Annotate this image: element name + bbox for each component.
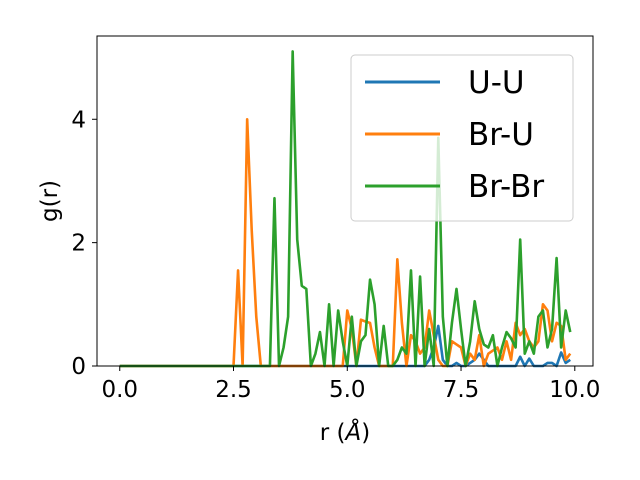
x-tick-label: 2.5 bbox=[215, 377, 252, 403]
legend-label-br-br: Br-Br bbox=[468, 169, 544, 205]
legend-label-u-u: U-U bbox=[468, 65, 525, 101]
y-axis-label: g(r) bbox=[37, 180, 63, 222]
legend-entries: U-U Br-U Br-Br bbox=[365, 65, 544, 205]
plot-frame bbox=[96, 35, 594, 367]
y-tick-label: 2 bbox=[71, 231, 86, 257]
x-tick-label: 10.0 bbox=[549, 377, 600, 403]
legend-box bbox=[350, 54, 574, 222]
x-axis-ticks: 0.0 2.5 5.0 7.5 10.0 bbox=[101, 366, 600, 403]
legend-label-br-u: Br-U bbox=[468, 117, 534, 153]
x-tick-label: 0.0 bbox=[101, 377, 138, 403]
y-tick-label: 0 bbox=[71, 354, 86, 380]
legend: U-U Br-U Br-Br bbox=[350, 54, 574, 222]
x-axis-label: r (Å) bbox=[320, 418, 370, 446]
x-axis-unit: Å bbox=[344, 418, 362, 446]
y-axis-ticks: 0 2 4 bbox=[71, 107, 97, 380]
x-tick-label: 7.5 bbox=[443, 377, 480, 403]
y-tick-label: 4 bbox=[71, 107, 86, 133]
x-tick-label: 5.0 bbox=[329, 377, 366, 403]
